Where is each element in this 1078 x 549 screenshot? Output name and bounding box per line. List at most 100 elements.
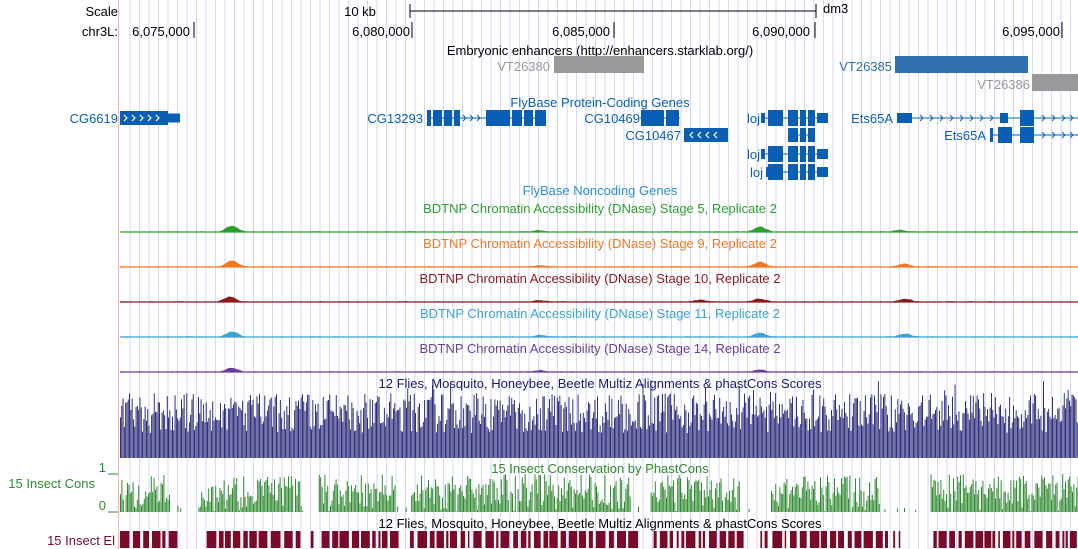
multiz-score-bar <box>144 406 146 458</box>
phastcons-score-bar <box>167 499 169 512</box>
multiz-score-bar <box>400 430 402 458</box>
multiz-score-bar <box>221 427 223 458</box>
conserved-element <box>460 531 466 548</box>
phastcons-score-bar <box>255 500 257 512</box>
multiz-score-bar <box>777 423 779 458</box>
phastcons-score-bar <box>1023 475 1024 512</box>
phastcons-score-bar <box>482 484 484 512</box>
multiz-score-bar <box>577 394 579 458</box>
multiz-score-bar <box>344 405 346 458</box>
phastcons-score-bar <box>793 495 795 512</box>
multiz-score-bar <box>523 431 524 458</box>
phastcons-score-bar <box>390 495 392 512</box>
phastcons-score-bar <box>947 507 949 512</box>
multiz-score-bar <box>521 410 523 458</box>
dnase-stage14-title[interactable]: BDTNP Chromatin Accessibility (DNase) St… <box>419 341 781 356</box>
phastcons-score-bar <box>503 475 505 512</box>
multiz-score-bar <box>811 394 813 458</box>
dnase-stage11-title[interactable]: BDTNP Chromatin Accessibility (DNase) St… <box>419 306 781 321</box>
multiz-score-bar <box>251 404 253 458</box>
phastcons-score-bar <box>814 481 816 512</box>
enhancer-bar-vt26385 <box>895 56 1028 73</box>
phastcons-score-bar <box>470 478 471 512</box>
multiz-score-bar <box>642 384 644 458</box>
dnase-stage10-title[interactable]: BDTNP Chromatin Accessibility (DNase) St… <box>419 271 781 286</box>
ets65a-1-strand-arrow <box>1069 114 1074 122</box>
multiz-score-bar <box>372 399 374 458</box>
phastcons-score-bar <box>262 495 264 512</box>
multiz-score-bar <box>1074 397 1076 458</box>
phastcons-score-bar <box>1032 495 1034 512</box>
phastcons-axis-min: 0 <box>98 498 106 513</box>
phastcons-score-bar <box>1035 483 1037 512</box>
multiz-score-bar <box>845 412 847 458</box>
gene-label-cg10469[interactable]: CG10469 <box>584 111 640 126</box>
multiz-score-bar <box>201 421 203 458</box>
multiz-score-bar <box>650 380 652 458</box>
multiz-score-bar <box>604 403 606 458</box>
phastcons-score-bar <box>801 487 803 512</box>
noncoding-track-title[interactable]: FlyBase Noncoding Genes <box>522 183 678 198</box>
multiz-track-title[interactable]: 12 Flies, Mosquito, Honeybee, Beetle Mul… <box>378 376 822 391</box>
loj-1-exon <box>768 110 783 126</box>
multiz-score-bar <box>216 420 218 458</box>
multiz-score-bar <box>637 401 639 458</box>
enhancer-label-vt26380[interactable]: VT26380 <box>497 59 550 74</box>
multiz-score-bar <box>619 414 621 458</box>
gene-label-cg6619[interactable]: CG6619 <box>69 111 118 126</box>
phastcons-score-bar <box>444 484 446 512</box>
multiz-score-bar <box>120 417 121 458</box>
multiz-score-bar <box>421 426 423 458</box>
multiz-score-bar <box>417 407 419 458</box>
scale-label: Scale <box>85 4 118 19</box>
conserved-element <box>898 531 901 548</box>
gene-label-ets65a-1[interactable]: Ets65A <box>851 111 893 126</box>
cg13293-exon <box>486 110 510 126</box>
enhancers-track-title[interactable]: Embryonic enhancers (http://enhancers.st… <box>446 43 754 58</box>
multiz-score-bar <box>252 399 254 458</box>
multiz-score-bar <box>529 406 531 458</box>
multiz-score-bar <box>612 428 614 458</box>
elements-side-label[interactable]: 15 Insect El <box>47 533 115 548</box>
phastcons-score-bar <box>897 508 898 512</box>
phastcons-score-bar <box>286 486 288 512</box>
phastcons-score-bar <box>1020 478 1022 512</box>
multiz-score-bar <box>749 395 751 458</box>
phastcons-score-bar <box>1031 493 1033 512</box>
multiz-score-bar <box>183 394 185 458</box>
gene-label-ets65a-2[interactable]: Ets65A <box>944 128 986 143</box>
elements-track-title[interactable]: 12 Flies, Mosquito, Honeybee, Beetle Mul… <box>378 516 822 531</box>
gene-label-cg10467[interactable]: CG10467 <box>625 128 681 143</box>
multiz-score-bar <box>159 402 160 458</box>
multiz-score-bar <box>441 394 442 458</box>
enhancer-label-vt26385[interactable]: VT26385 <box>839 59 892 74</box>
gene-label-loj-2[interactable]: loj <box>746 147 760 162</box>
phastcons-score-bar <box>1002 509 1003 512</box>
multiz-score-bar <box>760 406 762 458</box>
gene-label-cg13293[interactable]: CG13293 <box>367 111 423 126</box>
multiz-score-bar <box>981 425 983 458</box>
gene-label-loj-1[interactable]: loj <box>746 111 760 126</box>
multiz-score-bar <box>481 414 483 458</box>
multiz-score-bar <box>645 400 647 458</box>
multiz-score-bar <box>294 410 296 458</box>
conserved-element <box>784 531 787 548</box>
phastcons-score-bar <box>713 507 715 512</box>
phastcons-side-label[interactable]: 15 Insect Cons <box>8 476 95 491</box>
phastcons-track-title[interactable]: 15 Insect Conservation by PhastCons <box>491 461 709 476</box>
phastcons-score-bar <box>986 498 988 512</box>
multiz-score-bar <box>915 423 917 458</box>
phastcons-score-bar <box>1016 480 1017 512</box>
dnase-stage5-title[interactable]: BDTNP Chromatin Accessibility (DNase) St… <box>423 201 777 216</box>
multiz-score-bar <box>408 401 410 458</box>
phastcons-score-bar <box>155 489 156 512</box>
enhancer-label-vt26386[interactable]: VT26386 <box>977 77 1030 92</box>
gene-label-loj-3[interactable]: loj <box>749 165 763 180</box>
multiz-score-bar <box>269 399 271 458</box>
conserved-element <box>390 531 399 548</box>
phastcons-score-bar <box>815 500 817 512</box>
multiz-score-bar <box>1026 418 1027 458</box>
protein-coding-track-title[interactable]: FlyBase Protein-Coding Genes <box>510 95 690 110</box>
dnase-stage9-title[interactable]: BDTNP Chromatin Accessibility (DNase) St… <box>423 236 777 251</box>
